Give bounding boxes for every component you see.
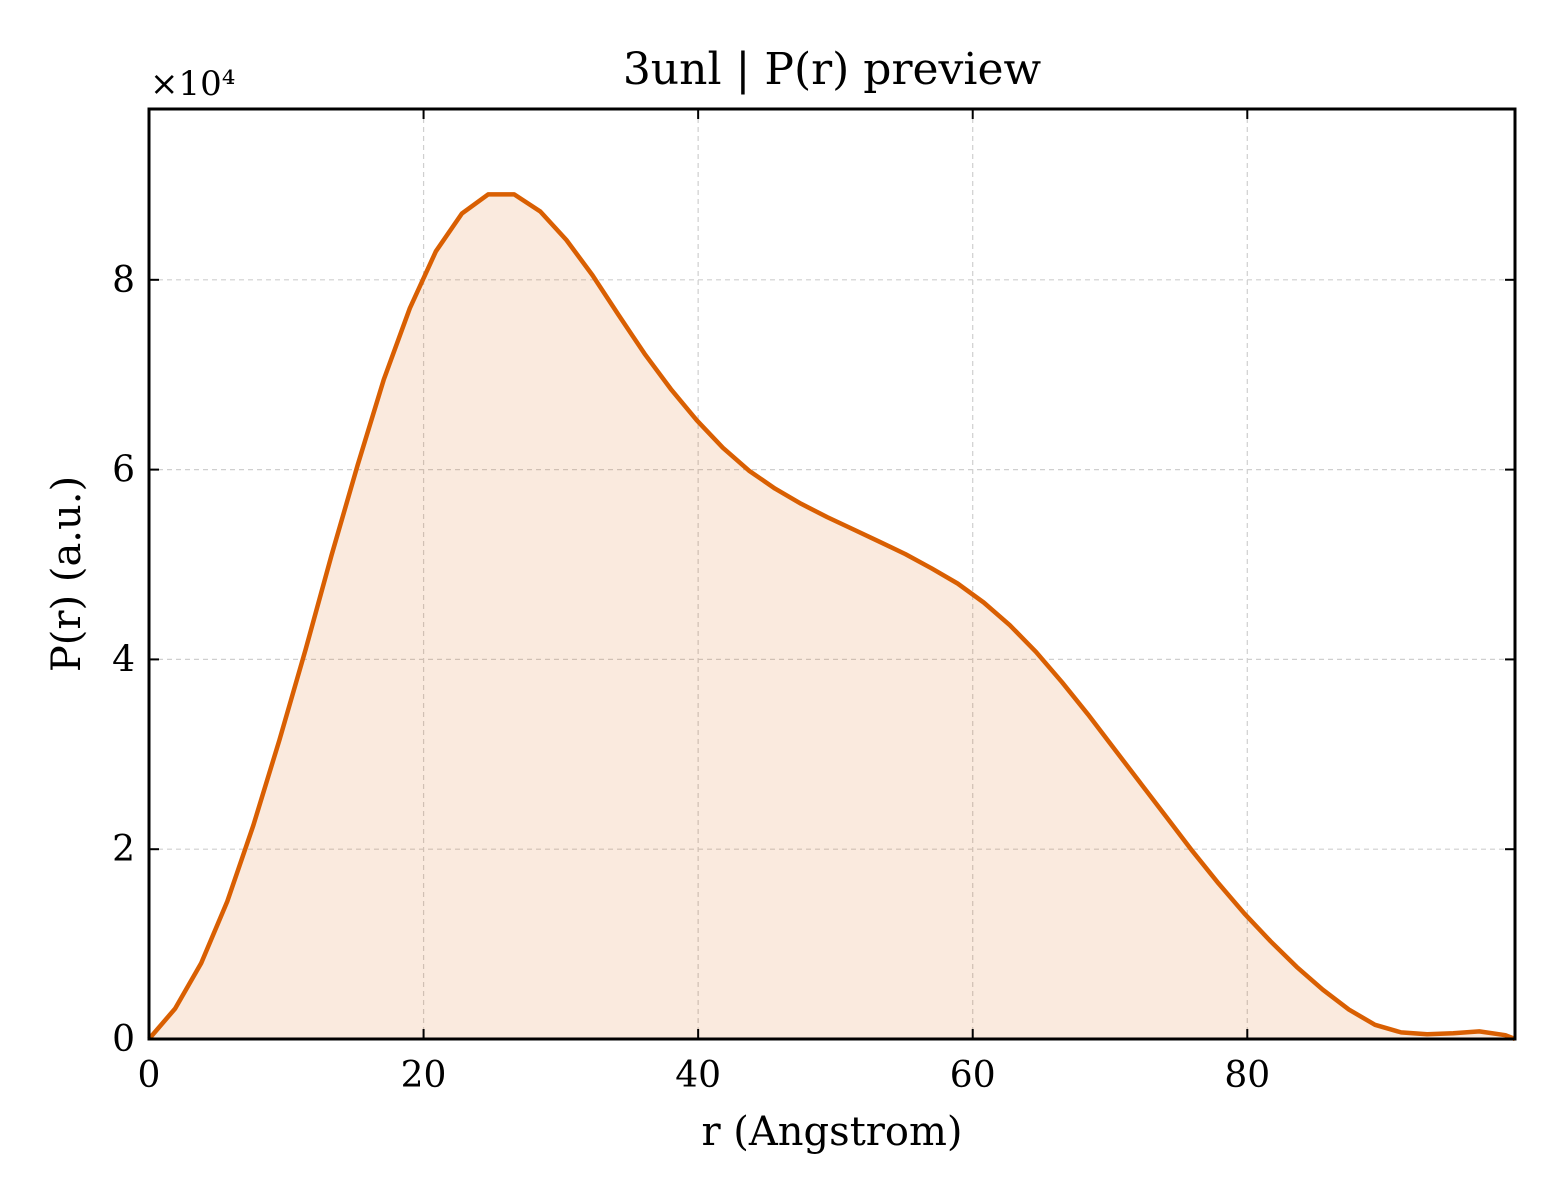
x-tick-label: 40 [675, 1055, 721, 1096]
pr-area-fill [149, 194, 1515, 1039]
x-tick-label: 60 [950, 1055, 996, 1096]
chart-title: 3unl | P(r) preview [623, 44, 1042, 95]
y-tick-label: 6 [112, 450, 135, 491]
y-axis-label: P(r) (a.u.) [44, 476, 90, 672]
y-tick-label: 4 [112, 639, 135, 680]
pr-series-line [147, 192, 1516, 1042]
x-axis-label: r (Angstrom) [701, 1109, 962, 1155]
x-tick-label: 0 [138, 1055, 161, 1096]
x-tick-label: 80 [1224, 1055, 1270, 1096]
grid-lines [149, 109, 1515, 1039]
y-tick-label: 0 [112, 1019, 135, 1060]
plot-frame [147, 107, 1517, 1041]
y-axis-multiplier: ×10⁴ [150, 64, 235, 104]
x-tick-label: 20 [401, 1055, 447, 1096]
axis-ticks [148, 109, 1515, 1040]
y-tick-label: 2 [112, 829, 135, 870]
y-tick-label: 8 [112, 260, 135, 301]
